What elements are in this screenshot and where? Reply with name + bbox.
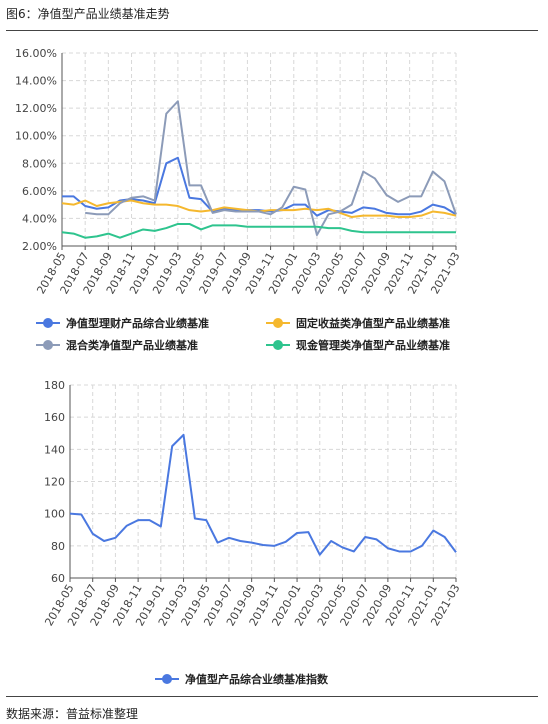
series-line-0 <box>69 433 457 556</box>
series-line-3 <box>61 222 456 239</box>
figure-title: 图6：净值型产品业绩基准走势 <box>6 7 170 21</box>
benchmark-index-chart: 60801001201401601802018-052018-072018-09… <box>42 379 462 686</box>
legend-marker-1 <box>273 318 283 328</box>
legend-marker-0 <box>43 318 53 328</box>
series-line-2 <box>85 100 457 236</box>
legend-label-3: 现金管理类净值型产品业绩基准 <box>296 338 450 352</box>
y-tick-label: 120 <box>44 476 65 489</box>
y-tick-label: 80 <box>51 540 65 553</box>
y-tick-label: 100 <box>44 508 65 521</box>
series-line-0 <box>62 156 457 217</box>
bottom-divider <box>6 696 538 697</box>
y-tick-label: 8.00% <box>22 157 57 170</box>
y-tick-label: 160 <box>44 411 65 424</box>
legend-marker-0 <box>162 674 172 684</box>
legend-label-0: 净值型产品综合业绩基准指数 <box>185 672 329 686</box>
y-tick-label: 180 <box>44 379 65 392</box>
y-tick-label: 60 <box>51 572 65 585</box>
y-tick-label: 4.00% <box>22 212 57 225</box>
y-tick-label: 10.00% <box>15 130 57 143</box>
y-tick-label: 14.00% <box>15 75 57 88</box>
top-divider <box>6 30 538 31</box>
y-tick-label: 16.00% <box>15 47 57 60</box>
y-tick-label: 6.00% <box>22 185 57 198</box>
y-tick-label: 12.00% <box>15 102 57 115</box>
source-note: 数据来源：普益标准整理 <box>6 707 139 721</box>
legend-marker-3 <box>273 340 283 350</box>
legend-label-0: 净值型理财产品综合业绩基准 <box>66 316 209 330</box>
y-tick-label: 140 <box>44 443 65 456</box>
legend-label-1: 固定收益类净值型产品业绩基准 <box>296 316 450 330</box>
legend-label-2: 混合类净值型产品业绩基准 <box>66 338 198 352</box>
y-tick-label: 2.00% <box>22 240 57 253</box>
legend-marker-2 <box>43 340 53 350</box>
benchmark-rate-chart: 2.00% 4.00% 6.00% 8.00% 10.00% 12.00% 14.00% 16… <box>15 47 463 352</box>
